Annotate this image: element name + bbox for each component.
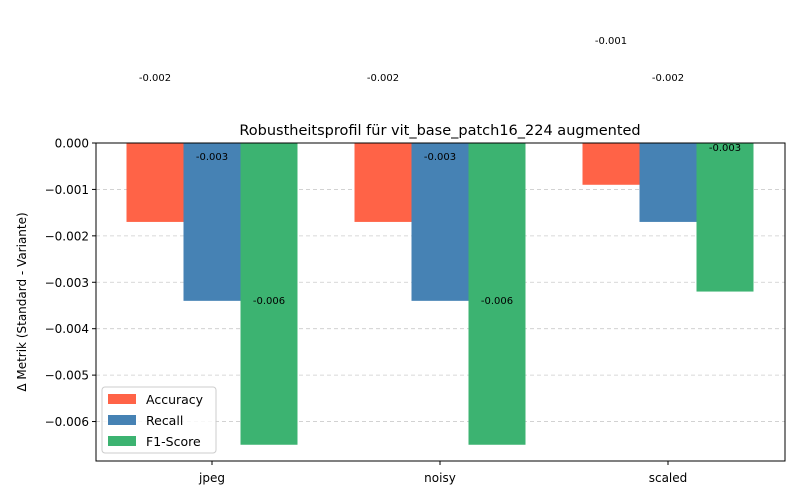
legend-swatch: [108, 415, 136, 425]
y-axis: 0.000 −0.001 −0.002 −0.003 −0.004 −0.005 −0.00…: [45, 137, 96, 429]
y-axis-label: Δ Metrik (Standard - Variante): [15, 212, 29, 391]
bar-recall-scaled: [639, 143, 697, 222]
bar-value-label: -0.006: [481, 296, 513, 307]
legend-swatch: [108, 394, 136, 404]
bar-accuracy-noisy: [354, 143, 412, 222]
bar-f1-score-noisy: [468, 143, 526, 445]
bar-value-label: -0.006: [253, 296, 285, 307]
bar-recall-noisy: [411, 143, 469, 301]
bar-value-label: -0.003: [196, 152, 228, 163]
bar-f1-score-scaled: [696, 143, 754, 292]
bar-accuracy-scaled: [582, 143, 640, 185]
x-tick-label: scaled: [649, 471, 688, 485]
y-tick-label: 0.000: [55, 137, 89, 151]
bar-recall-jpeg: [183, 143, 241, 301]
bar-value-label: -0.003: [424, 152, 456, 163]
bars: [126, 143, 754, 445]
y-tick-label: −0.002: [45, 229, 89, 243]
bar-value-label: -0.002: [652, 73, 684, 84]
x-tick-label: jpeg: [198, 471, 225, 485]
bar-value-label: -0.002: [139, 73, 171, 84]
bar-accuracy-jpeg: [126, 143, 184, 222]
bar-value-label: -0.001: [595, 36, 627, 47]
legend-swatch: [108, 436, 136, 446]
bar-value-label: -0.003: [709, 143, 741, 154]
y-tick-label: −0.004: [45, 322, 89, 336]
legend-entry-label: Accuracy: [146, 392, 204, 407]
legend-entry-label: F1-Score: [146, 434, 201, 449]
chart-title: Robustheitsprofil für vit_base_patch16_2…: [239, 123, 640, 139]
y-tick-label: −0.005: [45, 369, 89, 383]
bar-value-label: -0.002: [367, 73, 399, 84]
bar-value-labels: -0.002 -0.002 -0.001 -0.003 -0.003 -0.002 -0.0…: [139, 36, 741, 307]
y-tick-label: −0.006: [45, 415, 89, 429]
x-tick-label: noisy: [424, 471, 456, 485]
y-tick-label: −0.001: [45, 183, 89, 197]
legend-entry-label: Recall: [146, 413, 183, 428]
y-tick-label: −0.003: [45, 276, 89, 290]
x-axis: jpeg noisy scaled: [198, 461, 687, 485]
legend: Accuracy Recall F1-Score: [101, 386, 217, 454]
bar-f1-score-jpeg: [240, 143, 298, 445]
